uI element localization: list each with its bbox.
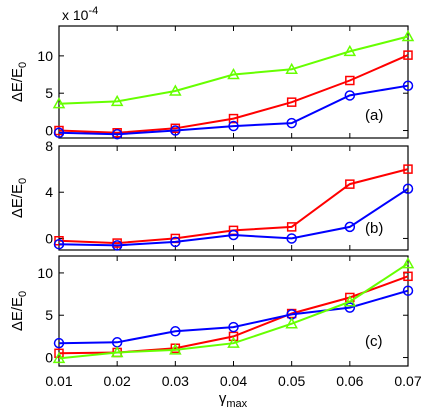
series-group-a [52, 29, 415, 140]
panel-tag-c: (c) [365, 333, 383, 350]
series-line-square [58, 168, 409, 245]
data-point-circle [170, 236, 181, 248]
x-tick-label: 0.05 [278, 373, 305, 389]
data-point-square [403, 271, 413, 282]
data-point-square [54, 348, 64, 359]
data-point-triangle [401, 29, 415, 42]
y-tick-label: 10 [37, 265, 53, 281]
x-tick-label: 0.06 [336, 373, 363, 389]
y-tick-label: 10 [37, 48, 53, 64]
data-point-circle [402, 80, 414, 91]
data-point-triangle [285, 62, 298, 75]
data-point-circle [344, 221, 356, 233]
data-point-circle [53, 127, 65, 139]
data-point-square [286, 222, 297, 232]
series-line-circle [58, 84, 409, 136]
y-axis-label-b: ΔE/E0 [9, 178, 29, 218]
x-tick-label: 0.04 [220, 373, 247, 389]
data-point-circle [170, 125, 181, 136]
series-line-triangle [58, 35, 409, 105]
data-point-circle [228, 229, 239, 241]
x-ticks-c [58, 256, 409, 366]
data-point-circle [344, 302, 356, 313]
y-ticks-c: 0 5 10 [37, 265, 408, 366]
data-point-circle [286, 233, 297, 244]
data-point-square [286, 97, 297, 107]
data-point-triangle [110, 345, 124, 358]
data-point-triangle [52, 97, 66, 109]
data-point-circle [170, 326, 181, 337]
data-point-triangle [285, 317, 298, 329]
data-point-circle [402, 183, 414, 195]
data-point-triangle [52, 351, 66, 364]
series-line-circle [58, 187, 409, 247]
data-point-square [228, 331, 239, 342]
data-point-circle [402, 285, 414, 296]
series-group-c [52, 257, 415, 364]
panel-tag-a: (a) [365, 107, 383, 124]
series-line-circle [58, 289, 409, 345]
data-point-triangle [169, 84, 182, 96]
data-point-circle [228, 120, 239, 132]
series-group-b [53, 164, 414, 251]
x-tick-labels: 0.01 0.02 0.03 0.04 0.05 0.06 0.07 [45, 373, 421, 389]
x-axis-label: γmax [219, 390, 248, 410]
y-tick-label: 0 [45, 123, 53, 139]
series-line-triangle [58, 262, 409, 360]
panel-b: ΔE/E0 (b) 0 4 8 [9, 138, 414, 251]
data-point-circle [111, 240, 123, 251]
y-tick-label: 8 [45, 138, 53, 154]
data-point-square [345, 75, 355, 86]
data-point-square [345, 179, 355, 189]
x-tick-label: 0.02 [104, 373, 131, 389]
x-tick-label: 0.03 [162, 373, 189, 389]
data-point-square [403, 164, 413, 174]
data-point-square [403, 50, 413, 60]
y-tick-label: 0 [45, 230, 53, 246]
y-axis-label-c: ΔE/E0 [9, 291, 29, 331]
y-tick-label: 5 [45, 85, 53, 101]
data-point-triangle [227, 67, 240, 80]
data-point-circle [111, 129, 123, 140]
data-point-triangle [343, 295, 357, 307]
y-tick-label: 4 [45, 184, 53, 200]
y-ticks-a: 0 5 10 [37, 48, 408, 139]
data-point-circle [286, 117, 297, 129]
x-tick-label: 0.01 [45, 373, 72, 389]
panel-a: x 10-4 ΔE/E0 (a) 0 5 10 [9, 5, 415, 140]
data-point-circle [228, 321, 239, 333]
data-point-triangle [227, 336, 240, 348]
y-tick-label: 0 [45, 350, 53, 366]
scale-note: x 10-4 [62, 5, 98, 23]
x-tick-label: 0.07 [394, 373, 421, 389]
series-line-square [58, 54, 409, 134]
panel-tag-b: (b) [365, 220, 383, 237]
data-point-triangle [169, 343, 182, 355]
data-point-triangle [343, 44, 357, 57]
axes-frame-c [58, 255, 409, 367]
y-axis-label-a: ΔE/E0 [9, 62, 29, 102]
y-tick-label: 5 [45, 307, 53, 323]
data-point-circle [53, 337, 65, 349]
data-point-square [228, 113, 239, 124]
data-point-circle [344, 90, 356, 101]
data-point-triangle [110, 94, 124, 107]
data-point-circle [53, 238, 65, 250]
data-point-triangle [401, 257, 415, 269]
